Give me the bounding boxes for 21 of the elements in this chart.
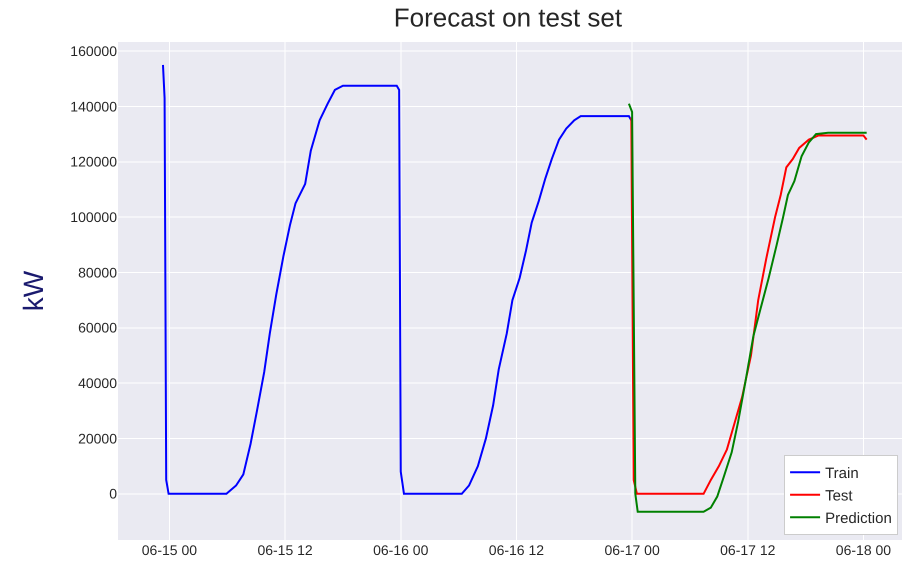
y-tick-label: 40000 [78,375,118,392]
y-tick-label: 120000 [70,154,118,170]
y-tick-label: 0 [109,486,118,502]
y-tick-label: 60000 [78,320,118,336]
legend-label: Prediction [825,510,892,528]
chart-title: Forecast on test set [394,2,623,33]
y-tick-label: 80000 [78,264,118,280]
x-tick-label: 06-15 12 [257,542,313,558]
y-tick-label: 20000 [78,430,118,446]
y-axis-title: kW [18,270,49,312]
x-tick-label: 06-18 00 [836,542,892,558]
y-tick-label: 100000 [70,209,118,226]
x-tick-label: 06-17 12 [720,542,776,558]
legend-label: Test [825,488,854,505]
legend-label: Train [825,465,859,482]
x-tick-label: 06-17 00 [604,542,660,558]
x-tick-label: 06-16 12 [488,542,544,558]
x-tick-label: 06-16 00 [373,542,429,558]
y-tick-label: 140000 [70,98,118,114]
y-tick-label: 160000 [70,43,118,60]
x-tick-label: 06-15 00 [142,542,198,558]
